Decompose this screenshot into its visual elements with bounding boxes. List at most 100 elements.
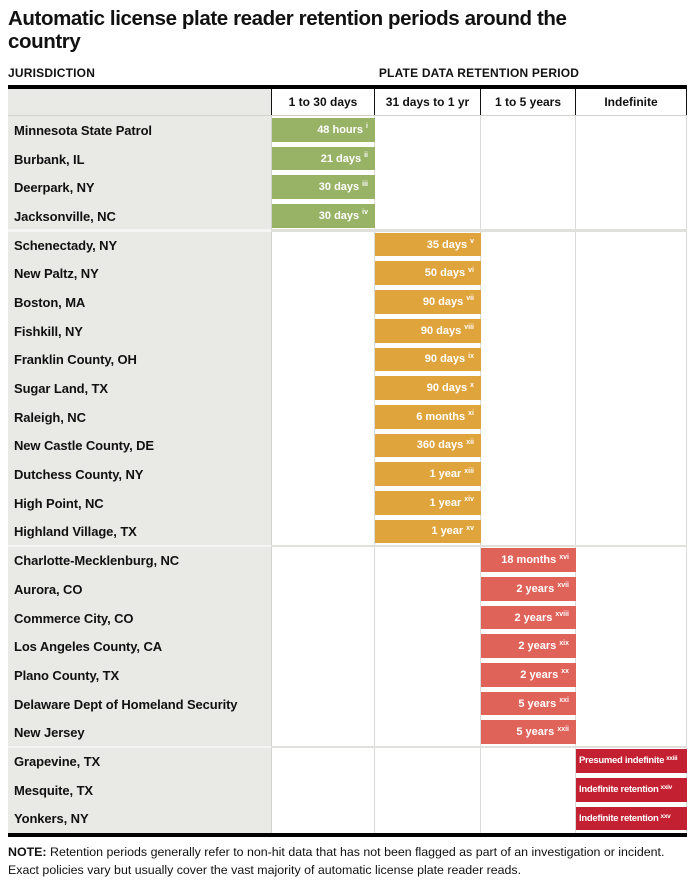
period-cell: 21 days ii	[271, 144, 375, 174]
retention-value: Indefinite retention	[579, 812, 659, 824]
retention-bar: 90 days ix	[375, 347, 481, 372]
retention-value: 50 days	[424, 267, 466, 280]
table-row: Fishkill, NY 90 days viii	[8, 316, 687, 346]
period-cell	[575, 661, 687, 690]
table-row: Plano County, TX 2 years xx	[8, 661, 687, 690]
jurisdiction-label: Sugar Land, TX	[8, 374, 271, 403]
period-cell	[575, 718, 687, 748]
column-header-indefinite: Indefinite	[575, 89, 687, 115]
period-cell: 2 years xix	[480, 632, 576, 662]
footnote-marker: x	[470, 381, 474, 389]
retention-value: Presumed indefinite	[579, 755, 665, 767]
retention-value: 1 year	[429, 468, 462, 481]
jurisdiction-label: Highland Village, TX	[8, 517, 271, 547]
jurisdiction-label: Aurora, CO	[8, 575, 271, 604]
retention-bar: 30 days iii	[272, 175, 375, 200]
page-title: Automatic license plate reader retention…	[8, 7, 567, 53]
period-cell	[271, 374, 374, 403]
retention-bar: 1 year xv	[375, 519, 481, 544]
jurisdiction-label: Dutchess County, NY	[8, 460, 271, 489]
jurisdiction-label: New Paltz, NY	[8, 259, 271, 289]
retention-value: 18 months	[501, 554, 557, 567]
period-cell	[575, 632, 687, 662]
retention-value: Indefinite retention	[579, 784, 659, 796]
period-cell: Presumed indefinite xxiii	[575, 747, 687, 776]
table-row: New Jersey 5 years xxii	[8, 718, 687, 748]
period-cell	[480, 173, 575, 203]
period-cell	[374, 116, 480, 145]
jurisdiction-label: Fishkill, NY	[8, 316, 271, 346]
table-body: Minnesota State Patrol 48 hours i Burbank, …	[8, 116, 687, 834]
retention-value: 90 days	[422, 295, 464, 308]
retention-bar: 2 years xviii	[481, 605, 576, 630]
table-row: Sugar Land, TX 90 days x	[8, 374, 687, 403]
table-row: Franklin County, OH 90 days ix	[8, 345, 687, 375]
footnote-marker: xxi	[559, 697, 569, 705]
footnote-marker: xi	[468, 410, 474, 418]
table-row: Los Angeles County, CA 2 years xix	[8, 632, 687, 662]
period-cell	[271, 689, 374, 719]
period-cell	[575, 288, 687, 317]
period-cell	[480, 345, 575, 375]
footnote-marker: iii	[362, 180, 368, 188]
retention-value: 1 year	[429, 496, 462, 509]
retention-value: 2 years	[514, 611, 553, 624]
retention-bar: 90 days vii	[375, 290, 481, 314]
jurisdiction-label: Los Angeles County, CA	[8, 632, 271, 662]
period-cell	[271, 603, 374, 633]
period-cell	[271, 345, 374, 375]
period-cell	[374, 747, 480, 776]
footnote-marker: ii	[364, 152, 368, 160]
period-cell	[575, 144, 687, 174]
period-cell	[271, 402, 374, 432]
period-cell	[271, 230, 374, 260]
retention-value: 1 year	[431, 525, 464, 538]
footnote-marker: xv	[466, 524, 474, 532]
period-cell	[575, 316, 687, 346]
table-row: Deerpark, NY 30 days iii	[8, 173, 687, 203]
retention-value: 30 days	[318, 209, 360, 222]
period-cell: 30 days iii	[271, 173, 375, 203]
note-body: Retention periods generally refer to non…	[8, 845, 665, 877]
jurisdiction-label: Raleigh, NC	[8, 402, 271, 432]
period-cell: 2 years xviii	[480, 603, 576, 633]
period-cell	[575, 374, 687, 403]
period-cell	[374, 632, 480, 662]
retention-value: 2 years	[516, 582, 555, 595]
period-cell	[480, 202, 575, 231]
retention-bar: 48 hours i	[272, 118, 375, 142]
period-cell: 6 months xi	[374, 402, 481, 432]
footnote-marker: v	[470, 238, 474, 246]
jurisdiction-label: Jacksonville, NC	[8, 202, 271, 231]
period-cell	[480, 460, 575, 489]
retention-table: 1 to 30 days 31 days to 1 yr 1 to 5 year…	[8, 85, 687, 838]
period-cell	[271, 632, 374, 662]
table-row: Schenectady, NY 35 days v	[8, 230, 687, 260]
period-cell	[374, 718, 480, 748]
period-cell	[271, 718, 374, 748]
period-cell	[480, 259, 575, 289]
retention-bar: 50 days vi	[375, 261, 481, 286]
period-cell	[271, 804, 374, 834]
retention-bar: 6 months xi	[375, 404, 481, 429]
period-cell	[374, 661, 480, 690]
period-cell	[575, 116, 687, 145]
period-cell	[374, 575, 480, 604]
footnote-marker: xiv	[464, 496, 474, 504]
period-cell	[480, 116, 575, 145]
retention-bar: 30 days iv	[272, 204, 375, 228]
period-cell	[374, 202, 480, 231]
period-cell	[271, 747, 374, 776]
jurisdiction-label: Schenectady, NY	[8, 230, 271, 260]
table-row: Burbank, IL 21 days ii	[8, 144, 687, 174]
retention-value: 6 months	[416, 410, 466, 423]
period-cell	[480, 517, 575, 547]
period-cell	[271, 517, 374, 547]
period-cell	[271, 575, 374, 604]
footnote-marker: xviii	[555, 611, 569, 619]
period-cell: 90 days ix	[374, 345, 481, 375]
retention-bar: Indefinite retention xxiv	[576, 777, 687, 802]
period-cell	[575, 431, 687, 461]
retention-bar: 2 years xvii	[481, 577, 576, 601]
period-cell: 5 years xxii	[480, 718, 576, 748]
